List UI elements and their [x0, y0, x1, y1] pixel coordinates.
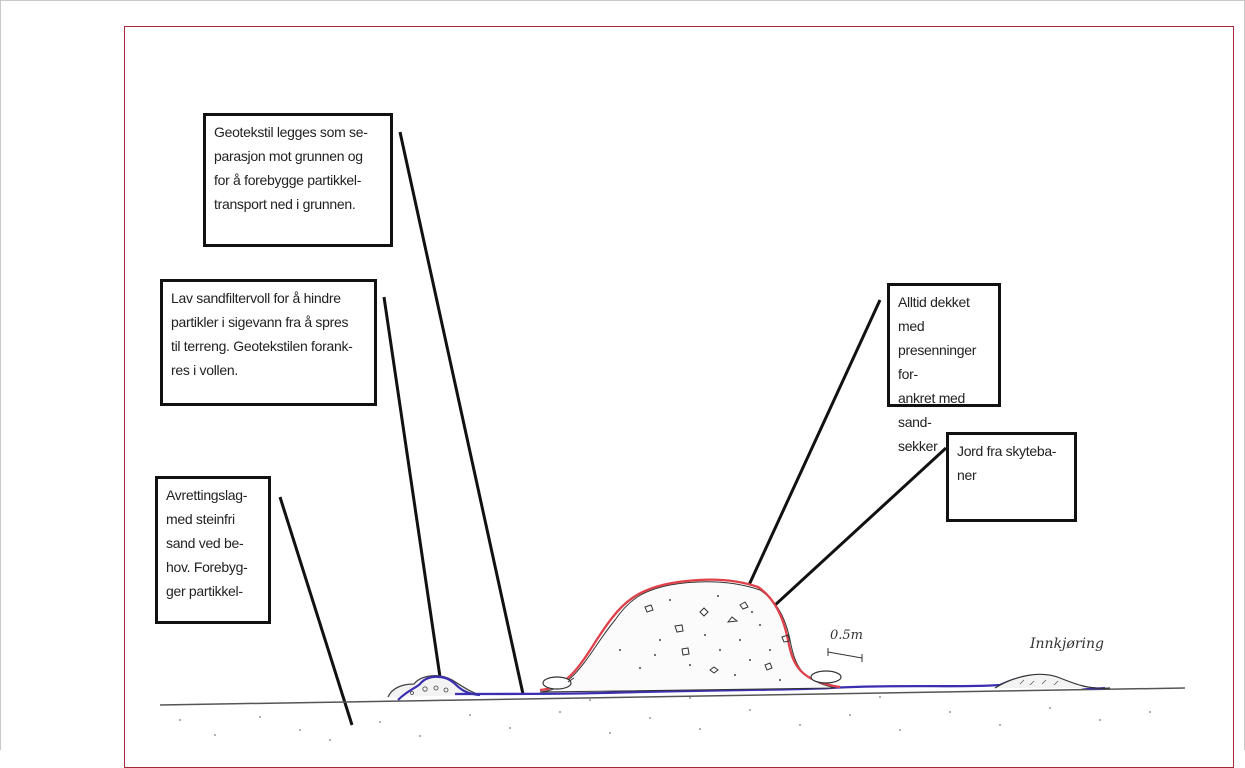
callout-sand-filter: Lav sandfiltervoll for å hindre partikle… — [160, 279, 377, 406]
entrance-mound — [994, 673, 1111, 689]
pointer-sand-filter — [382, 296, 442, 678]
soil-pile — [539, 581, 836, 693]
sandbag-left — [542, 676, 572, 690]
sand-filter-geotextile — [397, 675, 481, 701]
callout-covered: Alltid dekket med presenninger for- ankr… — [887, 283, 1001, 454]
pointer-covered — [747, 299, 882, 586]
entrance-texture — [1019, 679, 1059, 686]
sandbag-right — [810, 670, 842, 684]
cover-tarp — [539, 578, 841, 692]
pointer-geotextile — [398, 131, 525, 695]
cross-section-sketch — [159, 131, 1186, 741]
pile-dots — [619, 595, 781, 681]
scale-bar — [827, 648, 863, 662]
pointer-leveling — [278, 496, 354, 726]
sand-filter-texture — [410, 685, 449, 695]
callout-leveling: Avrettingslag- med steinfri sand ved be-… — [155, 476, 271, 624]
ground-speckles — [179, 696, 1151, 741]
callout-soil: Jord fra skyteba- ner — [946, 432, 1077, 522]
callout-geotextile: Geotekstil legges som se- parasjon mot g… — [203, 113, 393, 247]
scale-label: 0.5m — [830, 628, 864, 643]
entrance-label: Innkjøring — [1030, 636, 1104, 652]
pile-texture — [644, 601, 791, 674]
sandbag-left-tie — [567, 677, 575, 683]
